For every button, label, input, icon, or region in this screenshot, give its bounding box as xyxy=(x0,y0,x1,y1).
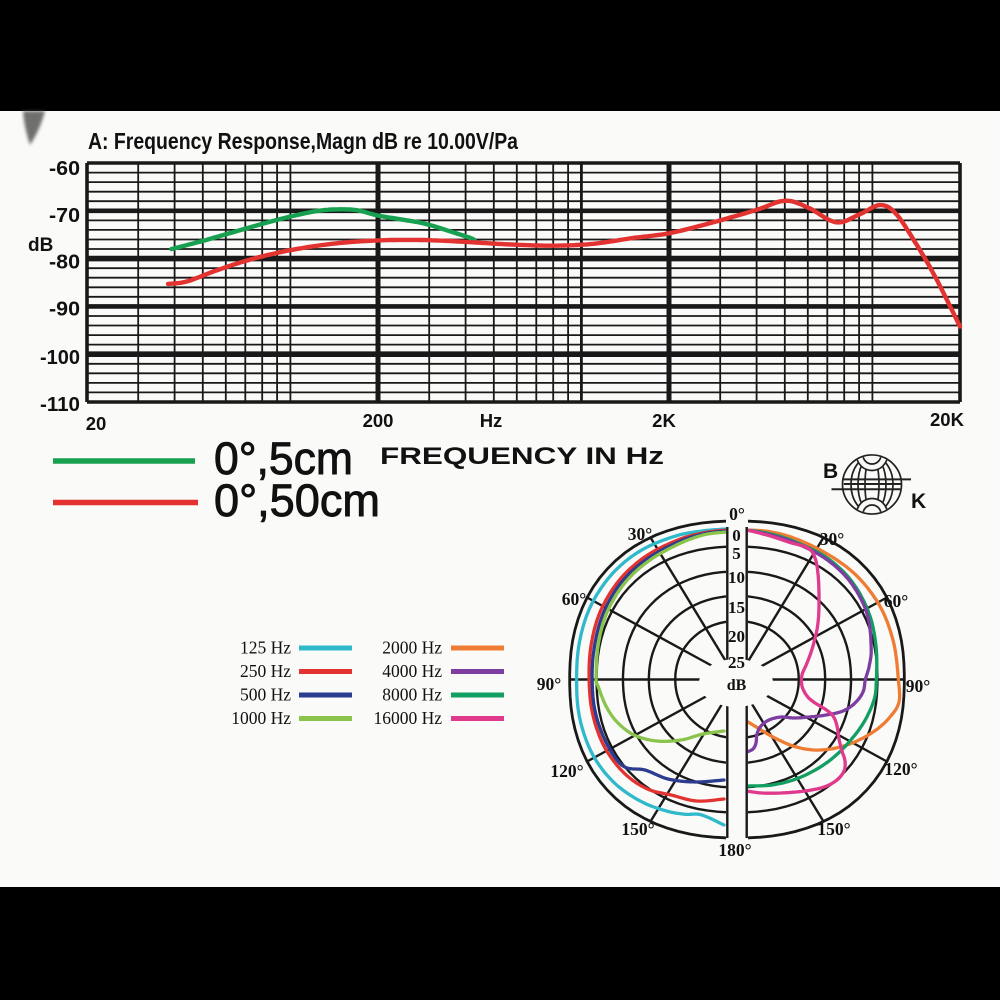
svg-text:125 Hz: 125 Hz xyxy=(240,638,291,658)
svg-text:15: 15 xyxy=(728,598,745,617)
svg-text:180°: 180° xyxy=(718,840,751,860)
svg-text:-110: -110 xyxy=(40,394,80,416)
svg-text:30°: 30° xyxy=(628,524,653,544)
svg-text:-70: -70 xyxy=(49,205,80,227)
svg-text:20: 20 xyxy=(86,413,107,434)
svg-text:60°: 60° xyxy=(562,589,587,609)
svg-text:1000 Hz: 1000 Hz xyxy=(231,708,291,728)
svg-text:500 Hz: 500 Hz xyxy=(240,685,291,705)
svg-text:4000 Hz: 4000 Hz xyxy=(382,661,442,681)
svg-text:0: 0 xyxy=(732,526,741,545)
svg-text:25: 25 xyxy=(728,653,745,672)
svg-text:20: 20 xyxy=(728,627,745,646)
svg-text:0°,5cm: 0°,5cm xyxy=(214,433,353,484)
svg-text:120°: 120° xyxy=(884,759,917,779)
svg-text:120°: 120° xyxy=(550,761,583,781)
svg-text:-90: -90 xyxy=(49,299,80,321)
svg-text:10: 10 xyxy=(728,568,745,587)
svg-text:K: K xyxy=(911,490,926,513)
svg-text:30°: 30° xyxy=(820,529,845,549)
svg-text:B: B xyxy=(823,460,838,483)
svg-text:150°: 150° xyxy=(621,819,654,839)
svg-text:-80: -80 xyxy=(49,252,80,274)
svg-text:250 Hz: 250 Hz xyxy=(240,661,291,681)
svg-text:A: Frequency Response,Magn dB: A: Frequency Response,Magn dB re 10.00V/… xyxy=(88,128,518,154)
svg-text:90°: 90° xyxy=(537,674,562,694)
svg-text:-60: -60 xyxy=(49,158,80,180)
svg-text:2K: 2K xyxy=(652,410,676,431)
svg-text:60°: 60° xyxy=(884,591,909,611)
svg-text:200: 200 xyxy=(363,410,394,431)
svg-text:dB: dB xyxy=(28,235,53,256)
svg-text:0°,50cm: 0°,50cm xyxy=(214,475,380,526)
svg-text:Hz: Hz xyxy=(480,410,503,431)
svg-text:FREQUENCY IN Hz: FREQUENCY IN Hz xyxy=(380,443,664,470)
svg-text:2000 Hz: 2000 Hz xyxy=(382,638,442,658)
svg-text:90°: 90° xyxy=(906,676,931,696)
svg-text:8000 Hz: 8000 Hz xyxy=(382,685,442,705)
svg-text:dB: dB xyxy=(727,677,747,694)
svg-text:16000 Hz: 16000 Hz xyxy=(373,708,442,728)
svg-text:5: 5 xyxy=(732,544,741,563)
svg-text:-100: -100 xyxy=(40,347,80,369)
svg-text:20K: 20K xyxy=(930,409,965,430)
svg-text:0°: 0° xyxy=(729,504,745,524)
svg-text:150°: 150° xyxy=(817,819,850,839)
